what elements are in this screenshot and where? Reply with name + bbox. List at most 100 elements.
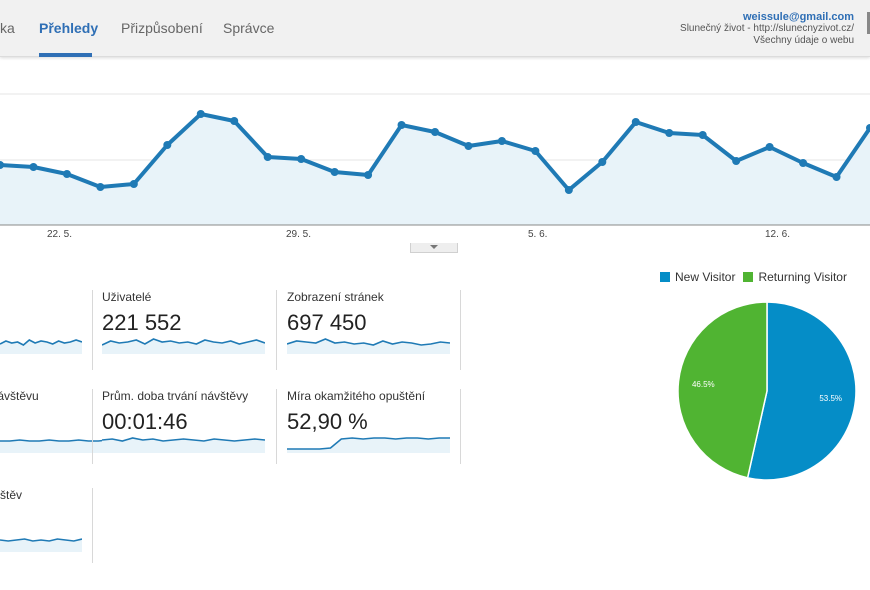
timeline-point[interactable] bbox=[431, 128, 439, 136]
timeline-point[interactable] bbox=[129, 180, 138, 188]
sessions-timeline-chart bbox=[0, 93, 870, 226]
metric-label: Prům. doba trvání návštěvy bbox=[102, 389, 249, 403]
pie-legend: New Visitor Returning Visitor bbox=[660, 270, 855, 284]
sparkline-line bbox=[102, 338, 265, 346]
timeline-point[interactable] bbox=[598, 158, 607, 166]
legend-item-new-visitor[interactable]: New Visitor bbox=[660, 270, 735, 284]
metric-tile-sessions[interactable] bbox=[0, 290, 160, 370]
tab-customization[interactable]: Přizpůsobení bbox=[121, 20, 203, 36]
tile-divider bbox=[92, 488, 93, 563]
legend-item-returning-visitor[interactable]: Returning Visitor bbox=[743, 270, 847, 284]
timeline-point[interactable] bbox=[263, 153, 272, 161]
sparkline-area bbox=[287, 438, 450, 453]
metric-label: štěv bbox=[0, 488, 23, 502]
metric-tile-users[interactable]: Uživatelé 221 552 bbox=[92, 290, 265, 370]
metric-tile-bounce-rate[interactable]: Míra okamžitého opuštění 52,90 % bbox=[277, 389, 450, 469]
sparkline-line bbox=[287, 437, 450, 450]
metric-sparkline bbox=[0, 339, 82, 354]
legend-swatch bbox=[743, 272, 754, 282]
metric-sparkline bbox=[102, 437, 265, 453]
account-email: weissule@gmail.com bbox=[743, 11, 854, 23]
timeline-point[interactable] bbox=[62, 170, 71, 178]
tab-reporting-partial[interactable]: ka bbox=[0, 20, 15, 36]
tile-divider bbox=[460, 290, 461, 370]
account-view: Všechny údaje o webu bbox=[753, 35, 854, 46]
timeline-point[interactable] bbox=[866, 124, 870, 132]
x-axis-label: 5. 6. bbox=[528, 229, 548, 240]
metric-tile-pageviews[interactable]: Zobrazení stránek 697 450 bbox=[277, 290, 450, 370]
pie-slice-returning-visitor[interactable] bbox=[677, 301, 768, 479]
tab-overviews[interactable]: Přehledy bbox=[39, 20, 99, 36]
tile-divider bbox=[460, 389, 461, 464]
timeline-point[interactable] bbox=[631, 118, 640, 126]
timeline-point[interactable] bbox=[564, 186, 573, 194]
pie-data-label: 46.5% bbox=[692, 380, 715, 389]
visitor-type-pie-chart: 53.5% 46.5% bbox=[677, 301, 857, 481]
timeline-point[interactable] bbox=[765, 143, 774, 151]
timeline-point[interactable] bbox=[364, 171, 373, 179]
tile-divider bbox=[92, 290, 93, 370]
timeline-point[interactable] bbox=[330, 168, 339, 176]
metric-value: 697 450 bbox=[287, 310, 367, 335]
timeline-point[interactable] bbox=[163, 141, 172, 149]
metric-sparkline bbox=[287, 338, 450, 354]
sparkline-line bbox=[102, 437, 265, 442]
chart-collapse-toggle[interactable] bbox=[410, 243, 458, 253]
metric-tile-avg-session-duration[interactable]: Prům. doba trvání návštěvy 00:01:46 bbox=[92, 389, 265, 469]
metric-sparkline bbox=[287, 437, 450, 453]
x-axis-label: 29. 5. bbox=[286, 229, 312, 240]
metric-label: Uživatelé bbox=[102, 290, 152, 304]
timeline-point[interactable] bbox=[397, 121, 406, 129]
timeline-point[interactable] bbox=[799, 159, 808, 167]
metric-label: na 1 návštěvu bbox=[0, 389, 39, 403]
tile-divider bbox=[276, 389, 277, 464]
pie-data-label: 53.5% bbox=[819, 394, 842, 403]
timeline-point[interactable] bbox=[230, 117, 239, 125]
tile-divider bbox=[92, 389, 93, 464]
sparkline-line bbox=[0, 439, 118, 442]
timeline-point[interactable] bbox=[464, 142, 473, 150]
timeline-area bbox=[0, 114, 870, 225]
legend-label: New Visitor bbox=[675, 270, 736, 284]
sparkline-area bbox=[102, 438, 265, 453]
top-navigation-bar: ka Přehledy Přizpůsobení Správce weissul… bbox=[0, 0, 870, 57]
sparkline-area bbox=[0, 539, 82, 552]
tab-admin[interactable]: Správce bbox=[223, 20, 275, 36]
metric-value: 00:01:46 bbox=[102, 409, 188, 434]
timeline-point[interactable] bbox=[832, 173, 841, 181]
timeline-point[interactable] bbox=[698, 131, 707, 139]
timeline-point[interactable] bbox=[0, 161, 4, 169]
sparkline-line bbox=[0, 339, 82, 346]
timeline-point[interactable] bbox=[732, 157, 741, 165]
sparkline-area bbox=[0, 440, 118, 453]
metric-label: Míra okamžitého opuštění bbox=[287, 389, 426, 403]
x-axis-label: 22. 5. bbox=[47, 229, 73, 240]
timeline-point[interactable] bbox=[497, 137, 506, 145]
timeline-point[interactable] bbox=[531, 147, 540, 155]
timeline-point[interactable] bbox=[96, 183, 105, 191]
scrollbar[interactable] bbox=[867, 12, 870, 34]
sparkline-area bbox=[287, 339, 450, 354]
timeline-point[interactable] bbox=[665, 129, 674, 137]
sparkline-line bbox=[0, 538, 82, 542]
metric-sparkline bbox=[0, 538, 82, 552]
metric-tile-new-sessions[interactable]: štěv bbox=[0, 488, 90, 568]
pie-slice-new-visitor[interactable] bbox=[746, 301, 857, 481]
account-selector[interactable]: weissule@gmail.com Slunečný život - http… bbox=[680, 11, 854, 47]
metric-value: 221 552 bbox=[102, 310, 182, 335]
metric-tile-pages-per-session[interactable]: na 1 návštěvu bbox=[0, 389, 118, 469]
sparkline-area bbox=[102, 339, 265, 354]
timeline-point[interactable] bbox=[196, 110, 205, 118]
metric-label: Zobrazení stránek bbox=[287, 290, 384, 304]
timeline-point[interactable] bbox=[29, 163, 38, 171]
legend-label: Returning Visitor bbox=[758, 270, 847, 284]
active-tab-indicator bbox=[39, 53, 92, 57]
metric-value: 52,90 % bbox=[287, 409, 368, 434]
timeline-point[interactable] bbox=[297, 155, 306, 163]
account-property: Slunečný život - http://slunecnyzivot.cz… bbox=[680, 23, 854, 34]
metric-sparkline bbox=[102, 338, 265, 354]
x-axis-label: 12. 6. bbox=[765, 229, 791, 240]
metric-sparkline bbox=[0, 439, 118, 453]
tile-divider bbox=[276, 290, 277, 370]
legend-swatch bbox=[660, 272, 670, 282]
